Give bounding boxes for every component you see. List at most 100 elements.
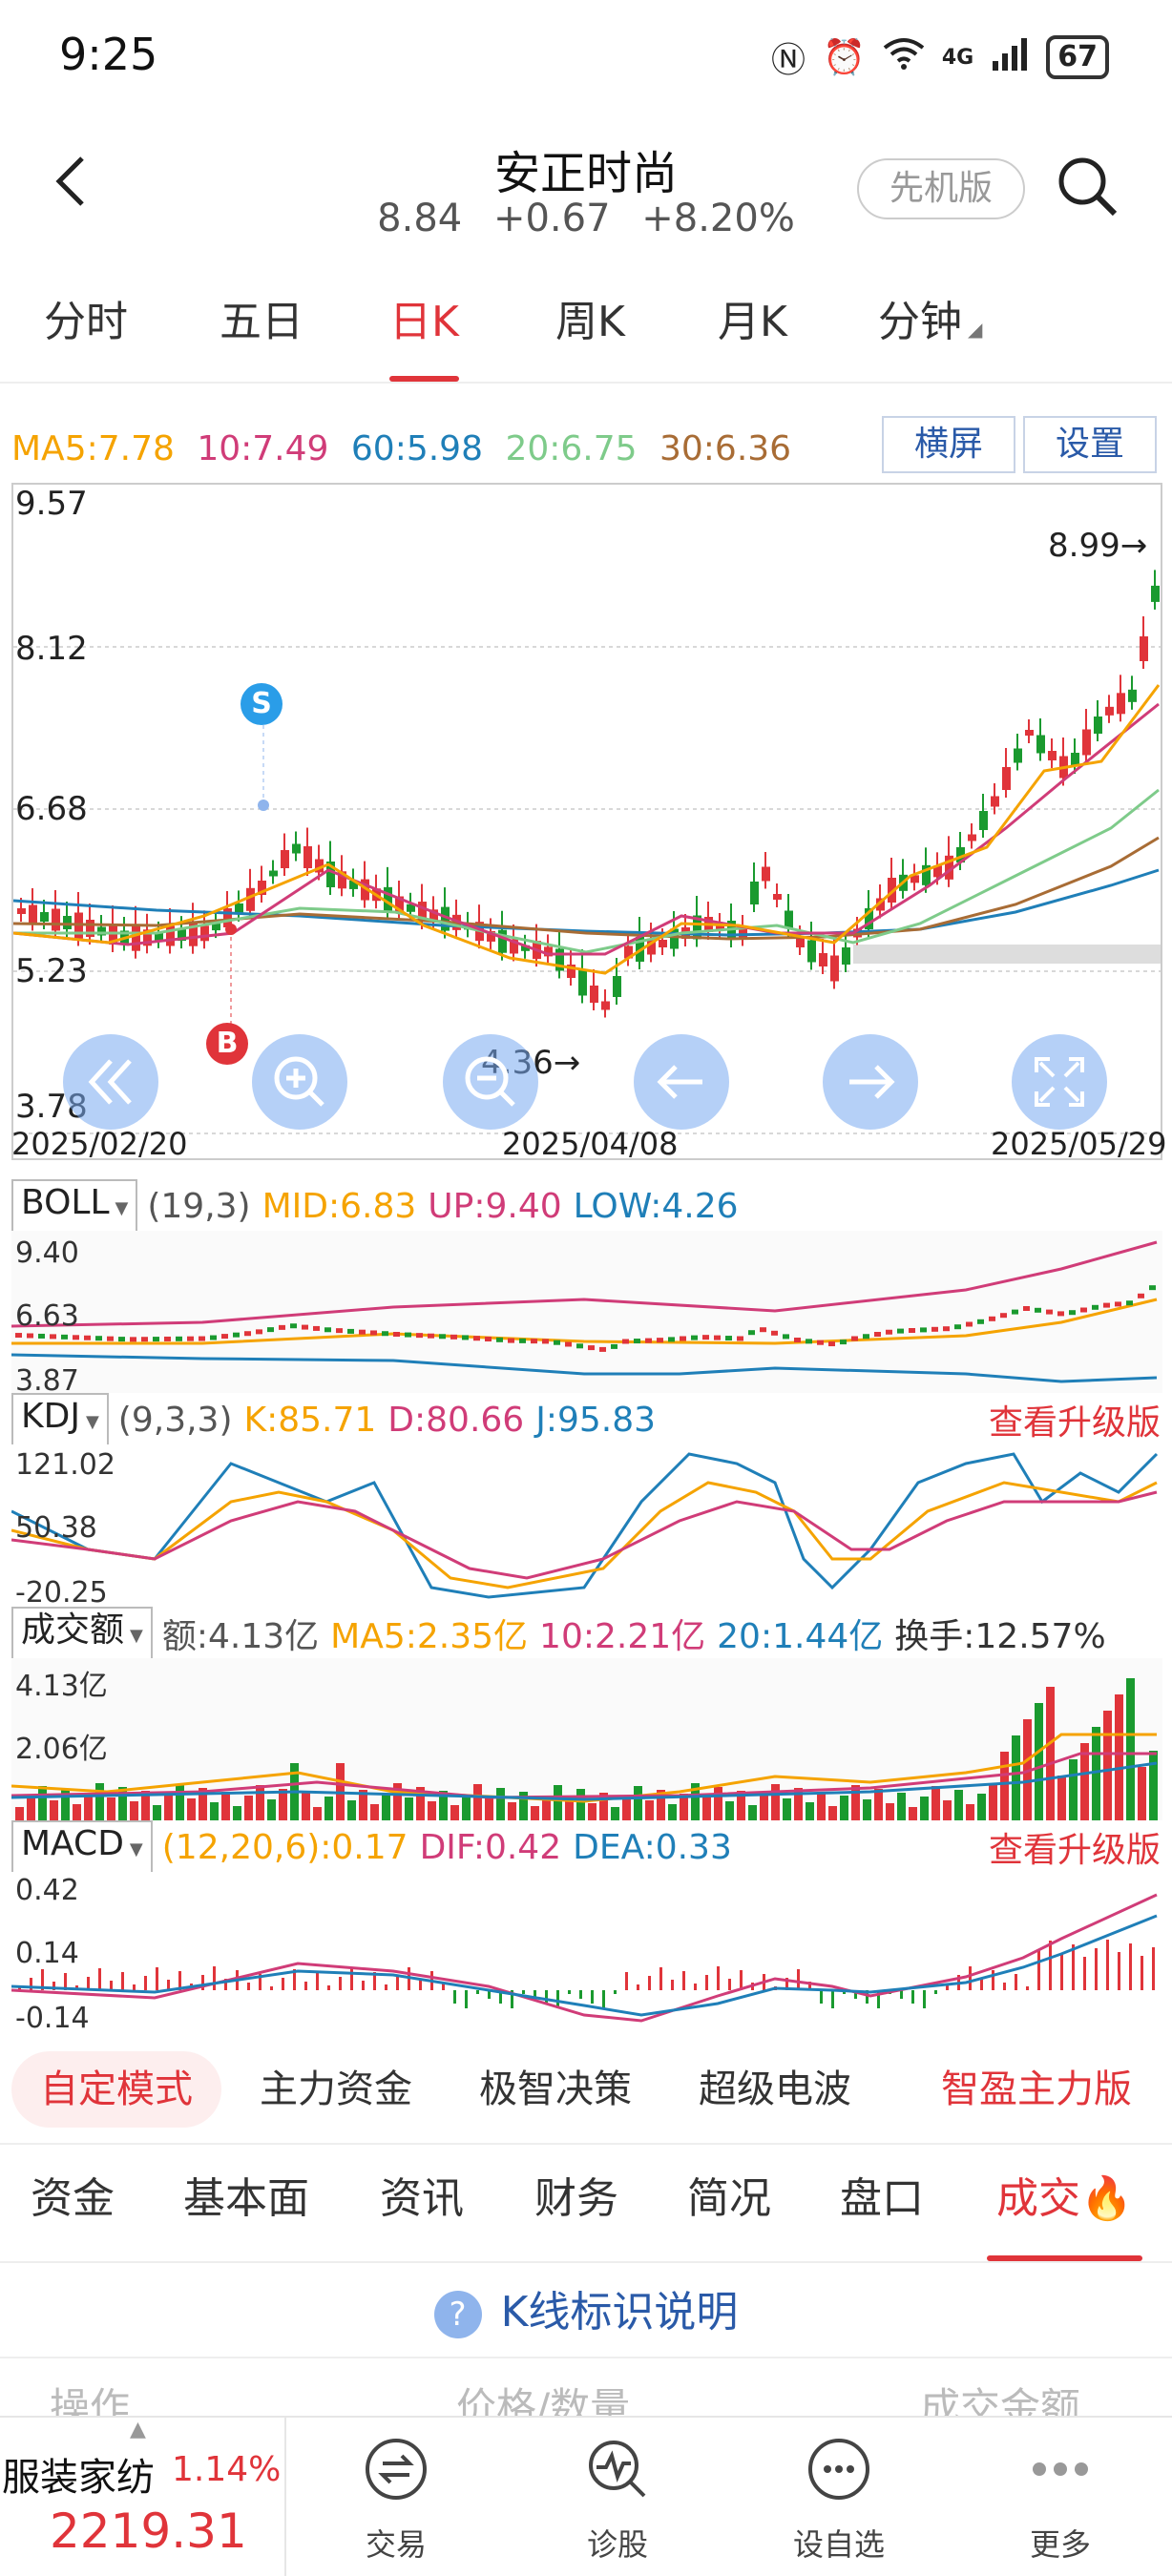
expand-icon (1035, 1057, 1084, 1107)
volume-selector[interactable]: 成交额 ▼ (11, 1607, 153, 1660)
candle-body (63, 916, 72, 929)
mode-premium[interactable]: 智盈主力版 (941, 2067, 1132, 2111)
tab-funds[interactable]: 资金 (31, 2174, 115, 2223)
boll-candle (1115, 1301, 1121, 1307)
volume-bar (73, 1804, 81, 1820)
macd-bar-positive (1129, 1943, 1132, 1990)
macd-tick-1: 0.42 (15, 1874, 79, 1907)
boll-candle (164, 1336, 171, 1341)
sell-marker[interactable]: S (241, 683, 283, 725)
tab-order-book[interactable]: 盘口 (840, 2174, 924, 2223)
boll-chart[interactable] (10, 1231, 1162, 1393)
candle-body (1036, 735, 1045, 754)
macd-upgrade-link[interactable]: 查看升级版 (988, 1831, 1161, 1870)
boll-candle (1012, 1309, 1018, 1315)
search-button[interactable] (1054, 153, 1120, 219)
volume-bar (576, 1789, 585, 1820)
boll-candle (244, 1331, 251, 1337)
mode-super-wave[interactable]: 超级电波 (699, 2067, 851, 2111)
tab-minute[interactable]: 分钟 ◢ (878, 286, 982, 382)
rewind-button[interactable] (63, 1034, 158, 1130)
sector-index[interactable] (0, 2416, 286, 2576)
kdj-j: J:95.83 (535, 1400, 657, 1440)
mode-smart-decision[interactable]: 极智决策 (479, 2067, 632, 2111)
nav-diagnose[interactable]: 诊股 (546, 2435, 689, 2565)
volume-bars-group (15, 1678, 1158, 1820)
mode-custom[interactable]: 自定模式 (11, 2051, 221, 2128)
tab-news[interactable]: 资讯 (380, 2174, 464, 2223)
tab-weekly-k[interactable]: 周K (555, 298, 625, 346)
tab-profile[interactable]: 简况 (687, 2174, 771, 2223)
boll-low: LOW:4.26 (573, 1186, 739, 1226)
tab-daily-k[interactable]: 日K (389, 286, 459, 382)
zoom-in-button[interactable] (252, 1034, 347, 1130)
candle-body (647, 938, 656, 955)
volume-chart[interactable] (10, 1658, 1162, 1820)
tab-fundamentals[interactable]: 基本面 (183, 2174, 309, 2223)
stock-change-pct: +8.20% (641, 197, 795, 240)
buy-marker[interactable]: B (206, 1023, 248, 1065)
tab-finance[interactable]: 财务 (534, 2174, 618, 2223)
macd-bar-positive (740, 1970, 743, 1990)
macd-bar-positive (362, 1981, 365, 1990)
candle-body (1094, 717, 1102, 734)
macd-bars-group (18, 1940, 1155, 2008)
kdj-upgrade-link[interactable]: 查看升级版 (988, 1403, 1161, 1443)
mode-main-fund[interactable]: 主力资金 (260, 2067, 412, 2111)
nav-add-watchlist[interactable]: 设自选 (767, 2435, 910, 2565)
settings-button[interactable]: 设置 (1023, 416, 1157, 473)
tab-trades[interactable]: 成交🔥 (987, 2156, 1142, 2261)
volume-bar (714, 1787, 722, 1820)
boll-candle (737, 1336, 743, 1341)
nav-trade[interactable]: 交易 (324, 2435, 468, 2565)
volume-bar (806, 1802, 814, 1820)
boll-candle (84, 1335, 91, 1340)
macd-bar-positive (270, 1986, 273, 1990)
macd-bar-positive (785, 1978, 788, 1990)
candle-body (338, 871, 346, 889)
boll-tick-2: 6.63 (15, 1299, 79, 1333)
kline-chart[interactable] (11, 483, 1162, 1160)
scroll-left-button[interactable] (634, 1034, 729, 1130)
back-button[interactable] (46, 153, 103, 210)
nav-more[interactable]: 更多 (989, 2435, 1132, 2565)
trade-icon (366, 2439, 427, 2500)
candle-body (29, 904, 37, 924)
volume-bar (1092, 1727, 1100, 1820)
volume-bar (347, 1800, 356, 1820)
volume-bar (176, 1784, 184, 1820)
macd-chart[interactable] (10, 1872, 1162, 2034)
fullscreen-button[interactable] (1012, 1034, 1107, 1130)
candle-body (155, 932, 163, 941)
candle-body (773, 894, 782, 900)
macd-selector[interactable]: MACD ▼ (11, 1820, 153, 1874)
boll-candle (107, 1336, 114, 1341)
macd-bar-positive (659, 1967, 662, 1990)
macd-selector-label: MACD (21, 1824, 124, 1863)
tab-minute-label: 分钟 (878, 298, 962, 346)
mode-pill-button[interactable]: 先机版 (857, 158, 1025, 219)
nav-add-watchlist-label: 设自选 (792, 2526, 885, 2563)
volume-bar (84, 1794, 93, 1820)
candle-body (670, 928, 679, 949)
macd-bar-positive (110, 1981, 113, 1990)
tab-intraday[interactable]: 分时 (44, 298, 128, 346)
scroll-right-button[interactable] (823, 1034, 918, 1130)
volume-ma10: 10:2.21亿 (539, 1617, 706, 1656)
macd-bar-negative (522, 1990, 525, 1994)
tab-five-day[interactable]: 五日 (220, 298, 303, 346)
landscape-button[interactable]: 横屏 (882, 416, 1015, 473)
kdj-selector[interactable]: KDJ ▼ (11, 1393, 109, 1446)
macd-bar-negative (511, 1990, 513, 2008)
zoom-out-button[interactable] (443, 1034, 538, 1130)
boll-selector[interactable]: BOLL ▼ (11, 1179, 138, 1233)
kline-legend-explain[interactable]: ? K线标识说明 (0, 2275, 1172, 2351)
tab-monthly-k[interactable]: 月K (718, 298, 787, 346)
status-time: 9:25 (59, 29, 158, 80)
macd-bar-positive (797, 1969, 800, 1990)
date-start: 2025/02/20 (11, 1126, 188, 1162)
kdj-chart[interactable] (10, 1444, 1162, 1607)
volume-bar (737, 1791, 745, 1820)
boll-candle (439, 1334, 446, 1340)
date-end: 2025/05/29 (991, 1126, 1167, 1162)
